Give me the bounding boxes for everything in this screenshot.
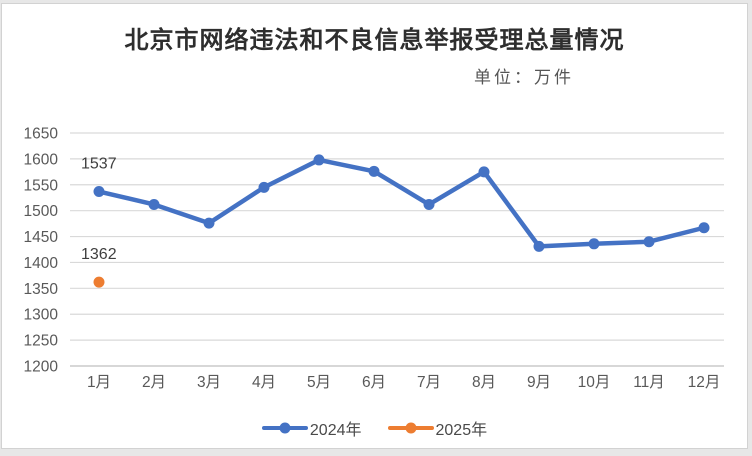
y-axis-tick: 1450 [24, 229, 59, 246]
legend-dot-2025-icon [405, 422, 416, 434]
data-label-2025年: 1362 [81, 246, 117, 263]
data-point-2024年 [533, 240, 545, 252]
x-axis-tick: 2月 [142, 374, 166, 391]
legend-line-marker-2025-icon [387, 422, 434, 434]
chart-title: 北京市网络违法和不良信息举报受理总量情况 [124, 28, 625, 54]
x-axis-tick: 9月 [527, 374, 551, 391]
chart-legend: 2024年 2025年 [2, 416, 747, 440]
legend-item-2024: 2024年 [261, 416, 362, 440]
data-point-2025年 [93, 276, 105, 288]
legend-line-marker-2024-icon [261, 422, 308, 434]
x-axis-tick: 11月 [633, 374, 665, 391]
legend-label-2024: 2024年 [309, 422, 362, 439]
y-axis-tick: 1600 [24, 151, 59, 168]
data-point-2024年 [203, 217, 215, 229]
y-axis-tick: 1300 [24, 307, 59, 324]
data-point-2024年 [698, 222, 710, 234]
chart-card: 北京市网络违法和不良信息举报受理总量情况 单位：万件 1650 1600 1550 1… [1, 3, 748, 449]
line-chart-plot: 1650 1600 1550 1500 1450 1400 1350 1300 1250 1200… [24, 126, 724, 391]
data-label-2024年: 1537 [81, 156, 117, 173]
series-line-2024年 [96, 157, 707, 249]
data-point-2024年 [258, 181, 270, 193]
legend-dot-2024-icon [279, 422, 291, 434]
y-axis-tick: 1650 [24, 126, 59, 143]
data-point-2024年 [368, 165, 380, 177]
x-axis-tick: 10月 [578, 374, 611, 391]
x-axis-tick: 4月 [252, 374, 276, 391]
x-axis-tick: 1月 [87, 374, 111, 391]
x-axis-tick: 12月 [688, 374, 721, 391]
y-axis-tick: 1250 [24, 333, 59, 350]
y-axis-tick: 1400 [24, 255, 59, 272]
data-point-2024年 [643, 236, 655, 248]
data-point-2024年 [313, 154, 325, 166]
y-axis-tick: 1350 [24, 281, 59, 298]
unit-label: 单位：万件 [474, 68, 574, 87]
data-point-2024年 [423, 198, 435, 210]
x-axis-tick: 6月 [362, 374, 386, 391]
legend-item-2025: 2025年 [387, 416, 488, 440]
y-axis-tick: 1500 [24, 203, 59, 220]
data-point-2024年 [148, 198, 160, 210]
x-axis-tick: 8月 [472, 374, 496, 391]
y-axis-tick: 1550 [24, 177, 59, 194]
legend-label-2025: 2025年 [435, 422, 488, 439]
x-axis-tick: 3月 [197, 374, 221, 391]
data-point-2024年 [93, 186, 105, 198]
data-point-2024年 [478, 166, 490, 178]
x-axis-tick: 7月 [417, 374, 441, 391]
x-axis-tick: 5月 [307, 374, 331, 391]
y-axis-tick: 1200 [24, 359, 59, 376]
data-point-2024年 [588, 238, 600, 250]
